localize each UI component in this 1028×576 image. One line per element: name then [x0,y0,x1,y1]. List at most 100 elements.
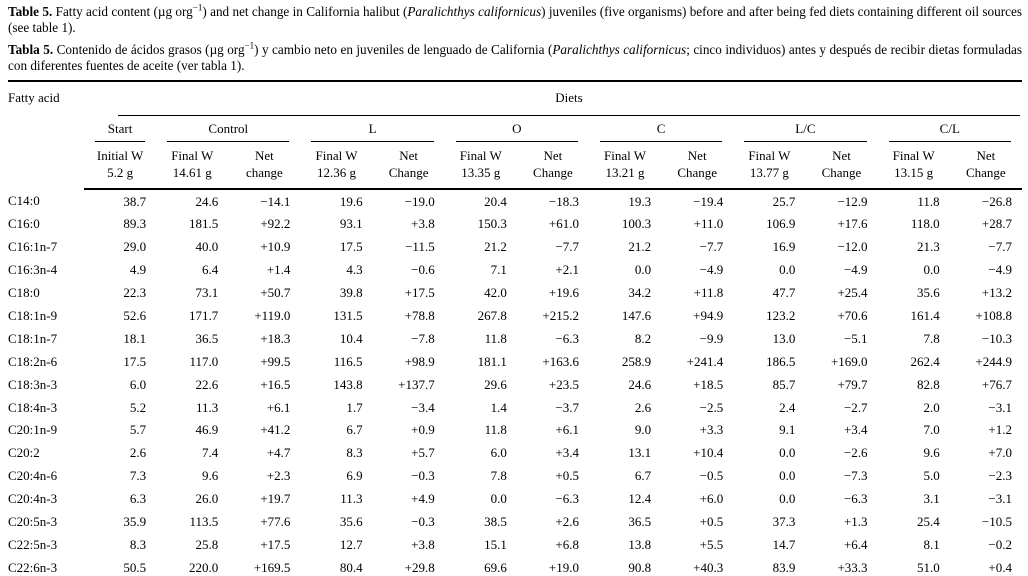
value-cell: 39.8 [339,285,363,301]
subheader-line1: Final W [315,148,358,163]
value-cell: 22.6 [195,376,219,392]
value-cell: 16.9 [772,239,796,255]
value-cell: 7.8 [490,468,507,484]
value-cell: 1.7 [346,399,363,415]
subheader-line1: Net [976,148,996,163]
value-cell: 24.6 [628,376,652,392]
subheader-line2: Change [677,165,718,180]
value-cell: 267.8 [477,307,507,323]
diet-group-label: O [455,116,578,142]
value-cell: 73.1 [195,285,219,301]
value-cell: 11.3 [196,399,219,415]
diet-group-header-c-l: C/L [878,116,1022,142]
value-cell: 35.6 [916,285,940,301]
table-row: C22:5n-3 8.3 25.8 +17.5 12.7 +3.8 15.1 +6.8 13.8… [8,533,1022,556]
table-row: C22:6n-3 50.5 220.0 +169.5 80.4 +29.8 69.6 +19.… [8,556,1022,576]
column-subheader: Final W 12.36 g [300,142,373,190]
value-cell: 181.5 [189,216,219,232]
column-subheader: Net Change [805,142,878,190]
value-cell: −7.7 [699,239,724,255]
value-cell: +40.3 [693,559,724,575]
value-cell: +92.2 [260,216,291,232]
fatty-acid-label: C18:0 [8,285,40,301]
value-cell: 6.4 [202,262,219,278]
value-cell: 6.7 [346,422,363,438]
value-cell: −4.9 [699,262,724,278]
fatty-acid-label: C18:1n-7 [8,330,58,346]
value-cell: 17.5 [339,239,363,255]
value-cell: 7.1 [490,262,507,278]
value-cell: +1.3 [843,513,868,529]
caption-segment: ) and net change in California halibut ( [202,4,408,19]
value-cell: +11.8 [693,285,724,301]
value-cell: −5.1 [843,330,868,346]
value-cell: 89.3 [123,216,147,232]
table-row: C20:2 2.6 7.4 +4.7 8.3 +5.7 6.0 +3.4 13.1 +10.4 0.… [8,442,1022,465]
fatty-acid-label: C20:1n-9 [8,422,58,438]
fatty-acid-label: C16:3n-4 [8,262,58,278]
value-cell: 46.9 [195,422,219,438]
value-cell: −6.3 [843,491,868,507]
value-cell: 12.4 [628,491,652,507]
value-cell: 4.3 [346,262,363,278]
value-cell: +1.2 [988,422,1012,438]
table-row: C18:0 22.3 73.1 +50.7 39.8 +17.5 42.0 +19.6 34.2… [8,282,1022,305]
value-cell: +244.9 [975,353,1012,369]
value-cell: 10.4 [339,330,363,346]
value-cell: −0.3 [411,468,435,484]
value-cell: +6.8 [555,536,579,552]
subheader-line2: 5.2 g [107,165,134,180]
subheader-line2: Change [821,165,862,180]
column-subheader: Net Change [949,142,1022,190]
subheader-line2: 13.15 g [894,165,934,180]
value-cell: +163.6 [542,353,579,369]
value-cell: 6.3 [129,491,147,507]
subheader-line2: change [245,165,283,180]
value-cell: −18.3 [548,193,579,209]
value-cell: +169.5 [253,559,291,575]
value-cell: 7.3 [129,468,147,484]
value-cell: 9.6 [923,445,940,461]
value-cell: −10.3 [981,330,1012,346]
fatty-acid-label: C20:5n-3 [8,513,58,529]
value-cell: +98.9 [404,353,435,369]
subheader-line1: Net [687,148,707,163]
value-cell: 8.3 [129,536,147,552]
value-cell: 25.8 [195,536,219,552]
value-cell: −6.3 [555,330,579,346]
subheader-line1: Final W [748,148,791,163]
value-cell: 20.4 [484,193,507,209]
value-cell: 6.9 [346,468,363,484]
diet-group-label: L [311,116,434,142]
value-cell: 117.0 [189,353,219,369]
value-cell: 19.6 [339,193,363,209]
fatty-acid-label: C18:1n-9 [8,307,58,323]
value-cell: +4.9 [411,491,435,507]
value-cell: +13.2 [981,285,1012,301]
table-row: C14:0 38.7 24.6 −14.1 19.6 −19.0 20.4 −18.3 19.3… [8,189,1022,213]
table-row: C20:4n-3 6.3 26.0 +19.7 11.3 +4.9 0.0 −6.3 12.4 +… [8,488,1022,511]
value-cell: 0.0 [779,262,796,278]
table-header: Fatty acid Diets Start Control L O C L/C C/L I… [8,81,1022,190]
diet-group-header-start: Start [84,116,156,142]
value-cell: −4.9 [988,262,1012,278]
value-cell: 90.8 [628,559,652,575]
diet-group-label: Start [95,116,146,142]
column-subheader: Final W 13.21 g [588,142,662,190]
table-row: C18:3n-3 6.0 22.6 +16.5 143.8 +137.7 29.6 +23.5… [8,373,1022,396]
caption-segment: Paralichthys californicus [407,4,542,19]
value-cell: 11.8 [917,193,940,209]
value-cell: 118.0 [910,216,940,232]
diet-group-label: C/L [888,116,1011,142]
value-cell: 5.0 [923,468,940,484]
diet-group-header-l: L [300,116,444,142]
value-cell: −12.0 [837,239,868,255]
value-cell: +3.4 [843,422,868,438]
value-cell: 29.0 [123,239,147,255]
value-cell: 2.6 [129,445,147,461]
value-cell: +17.6 [837,216,868,232]
fatty-acid-label: C18:3n-3 [8,376,58,392]
column-subheader: Net Change [372,142,445,190]
value-cell: 8.2 [634,330,652,346]
